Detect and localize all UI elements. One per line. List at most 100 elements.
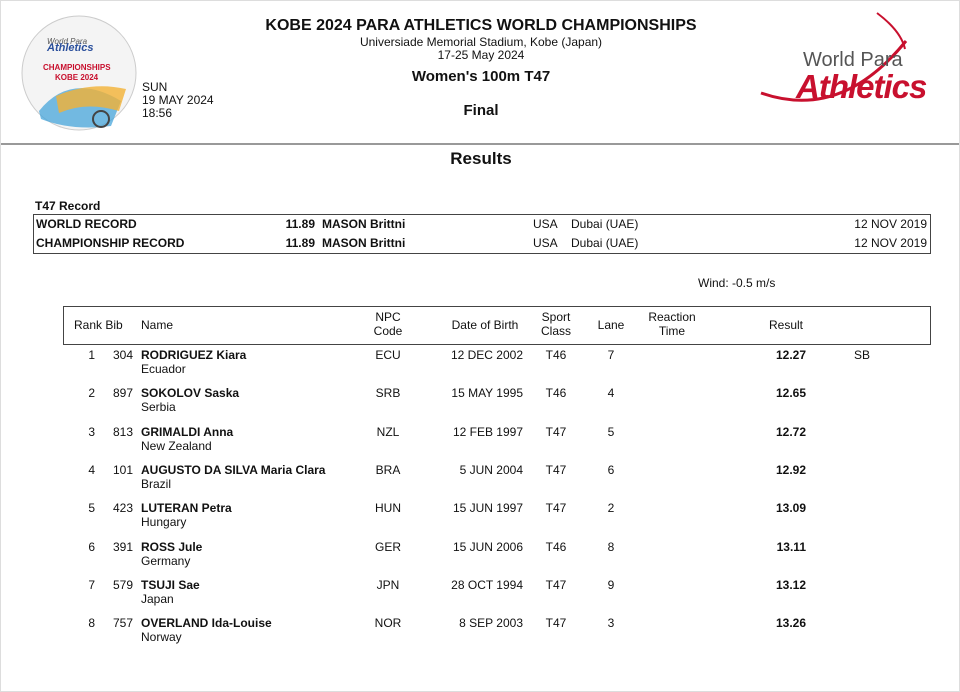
rank: 5 (88, 501, 95, 516)
sport-class: T47 (545, 424, 567, 439)
record-npc: USA (533, 217, 558, 231)
athlete-name: TSUJI Sae (141, 577, 200, 592)
right-logo-swoosh (876, 12, 906, 50)
venue: Universiade Memorial Stadium, Kobe (Japa… (359, 35, 603, 49)
bib: 304 (112, 348, 133, 362)
athlete-name: GRIMALDI Anna (141, 424, 234, 439)
athlete-name: LUTERAN Petra (141, 501, 232, 516)
record-date: 12 NOV 2019 (854, 236, 927, 250)
athlete-name: SOKOLOV Saska (141, 386, 240, 401)
lane: 8 (607, 539, 615, 554)
result: 12.65 (775, 386, 806, 401)
bib: 813 (112, 424, 133, 439)
date-of-birth: 5 JUN 2004 (459, 462, 523, 477)
npc: GER (374, 539, 401, 554)
npc: NOR (374, 616, 402, 631)
left-logo-text: Athletics (47, 42, 94, 54)
country: Ecuador (141, 362, 186, 376)
round: Final (463, 102, 499, 119)
record-holder: MASON Brittni (322, 236, 406, 250)
record-mark: 11.89 (285, 236, 315, 250)
record-mark: 11.89 (285, 217, 315, 231)
athlete-name: RODRIGUEZ Kiara (141, 348, 247, 362)
date-of-birth: 15 JUN 1997 (452, 501, 523, 516)
bib: 423 (112, 501, 133, 516)
rank: 2 (88, 386, 95, 401)
npc: HUN (375, 501, 401, 516)
lane: 3 (607, 616, 615, 631)
left-logo-wheel (92, 110, 110, 128)
column-header: NPC Code (373, 310, 403, 338)
lane: 5 (607, 424, 615, 439)
column-header: Reaction Time (648, 310, 696, 338)
athlete-name: OVERLAND Ida-Louise (141, 616, 272, 631)
result: 12.27 (775, 348, 806, 362)
country: Serbia (141, 400, 176, 415)
record-type: WORLD RECORD (36, 217, 137, 231)
record-type: CHAMPIONSHIP RECORD (36, 236, 185, 250)
date-of-birth: 12 DEC 2002 (450, 348, 523, 362)
left-logo-text: World Para (47, 37, 88, 46)
date-of-birth: 28 OCT 1994 (451, 577, 523, 592)
rank: 7 (88, 577, 95, 592)
sport-class: T47 (545, 577, 567, 592)
record-venue: Dubai (UAE) (571, 217, 639, 231)
athlete-name: ROSS Jule (141, 539, 203, 554)
lane: 2 (607, 501, 615, 516)
column-header: Lane (597, 318, 625, 332)
left-logo-art (56, 86, 126, 113)
bib: 897 (112, 386, 133, 401)
result: 12.72 (775, 424, 806, 439)
bib: 101 (112, 462, 133, 477)
note: SB (854, 348, 871, 362)
result: 13.11 (776, 539, 806, 554)
record-venue: Dubai (UAE) (571, 236, 639, 250)
country: Japan (141, 591, 174, 606)
rank: 3 (88, 424, 95, 439)
country: Germany (141, 553, 191, 568)
column-header: Result (768, 318, 803, 332)
right-logo-text: Athletics (796, 68, 927, 105)
sport-class: T47 (545, 501, 567, 516)
header-graphics (1, 12, 959, 145)
date: 19 MAY 2024 (142, 93, 214, 107)
title: KOBE 2024 PARA ATHLETICS WORLD CHAMPIONS… (265, 17, 697, 34)
records-title: T47 Record (35, 199, 101, 213)
country: New Zealand (141, 438, 212, 453)
wind: Wind: -0.5 m/s (698, 276, 776, 290)
column-header: Name (141, 318, 174, 332)
result: 13.09 (775, 501, 806, 516)
lane: 6 (607, 462, 615, 477)
table-header-box (63, 306, 931, 345)
lane: 4 (607, 386, 615, 401)
npc: BRA (375, 462, 401, 477)
rank: 1 (88, 348, 95, 362)
country: Norway (141, 630, 182, 645)
date-of-birth: 12 FEB 1997 (452, 424, 523, 439)
athlete-name: AUGUSTO DA SILVA Maria Clara (141, 462, 326, 477)
date-of-birth: 15 MAY 1995 (451, 386, 523, 401)
records-box (33, 214, 931, 254)
rank: 4 (88, 462, 95, 477)
record-holder: MASON Brittni (322, 217, 406, 231)
rank: 6 (88, 539, 95, 554)
rank: 8 (88, 616, 95, 631)
event: Women's 100m T47 (411, 68, 551, 85)
right-logo-text: World Para (803, 49, 903, 71)
npc: NZL (376, 424, 400, 439)
record-npc: USA (533, 236, 558, 250)
column-header: Sport Class (540, 310, 571, 338)
sport-class: T47 (545, 462, 567, 477)
section-title: Results (450, 149, 512, 168)
result: 13.12 (775, 577, 806, 592)
left-logo-text: KOBE 2024 (55, 73, 99, 82)
date-of-birth: 15 JUN 2006 (452, 539, 523, 554)
sport-class: T47 (545, 616, 567, 631)
lane: 7 (607, 348, 615, 362)
time: 18:56 (142, 106, 173, 120)
npc: SRB (375, 386, 401, 401)
column-header: Bib (105, 318, 123, 332)
sport-class: T46 (545, 539, 567, 554)
right-logo-swoosh (760, 40, 908, 102)
country: Brazil (141, 476, 172, 491)
